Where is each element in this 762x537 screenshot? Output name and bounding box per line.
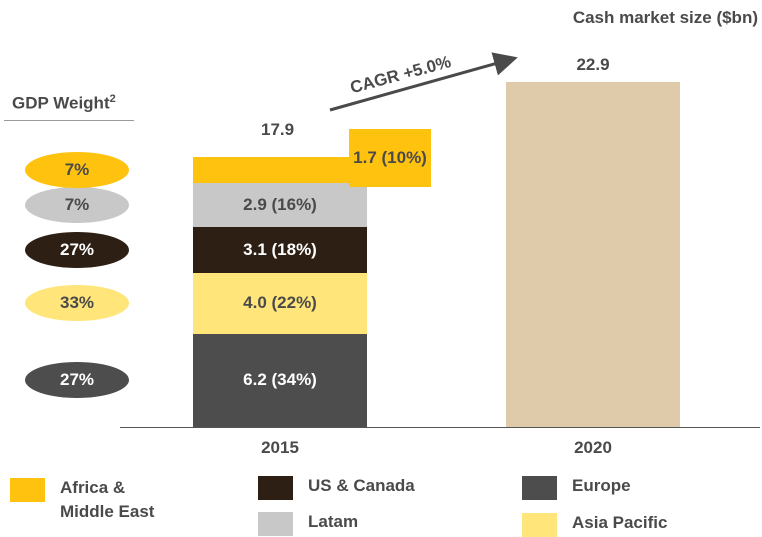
legend-label: Latam — [308, 512, 359, 531]
value-label: 1.7 (10%) — [349, 129, 431, 188]
gdp-ellipse: 27% — [25, 362, 129, 399]
bar — [506, 82, 680, 427]
gdp-ellipse: 33% — [25, 285, 129, 322]
legend-swatch — [258, 512, 293, 536]
gdp-title: GDP Weight2 — [12, 93, 116, 114]
legend-label: Africa & Middle East — [60, 478, 155, 521]
value-label: 4.0 (22%) — [243, 293, 317, 313]
x-tick-label: 2020 — [574, 438, 612, 457]
total-label: 17.9 — [261, 120, 295, 140]
bar-segment — [193, 157, 367, 183]
legend-label: Europe — [572, 476, 631, 495]
bar-segment — [193, 226, 367, 274]
bar-segment — [193, 333, 367, 427]
baseline — [120, 427, 760, 428]
chart-title: Cash market size ($bn) — [572, 8, 758, 27]
bar-segment — [193, 273, 367, 334]
total-label: 22.9 — [576, 55, 610, 74]
gdp-ellipse: 27% — [25, 231, 129, 268]
value-label: 2.9 (16%) — [243, 194, 317, 214]
gdp-title-sup: 2 — [109, 93, 116, 105]
gdp-title-text: GDP Weight — [12, 93, 110, 113]
value-label: 6.2 (34%) — [243, 370, 317, 390]
gdp-ellipse: 7% — [25, 186, 129, 223]
value-label: 3.1 (18%) — [243, 239, 317, 259]
gdp-underline — [4, 120, 134, 121]
gdp-ellipse: 7% — [25, 152, 129, 189]
x-tick-label: 2015 — [261, 438, 299, 457]
legend-swatch — [10, 478, 45, 502]
bar-segment — [193, 182, 367, 227]
legend-label: Asia Pacific — [572, 513, 668, 532]
legend-swatch — [522, 476, 557, 500]
legend-swatch — [522, 513, 557, 537]
cagr-arrow — [329, 52, 518, 112]
legend-swatch — [258, 476, 293, 500]
legend-label: US & Canada — [308, 476, 415, 495]
